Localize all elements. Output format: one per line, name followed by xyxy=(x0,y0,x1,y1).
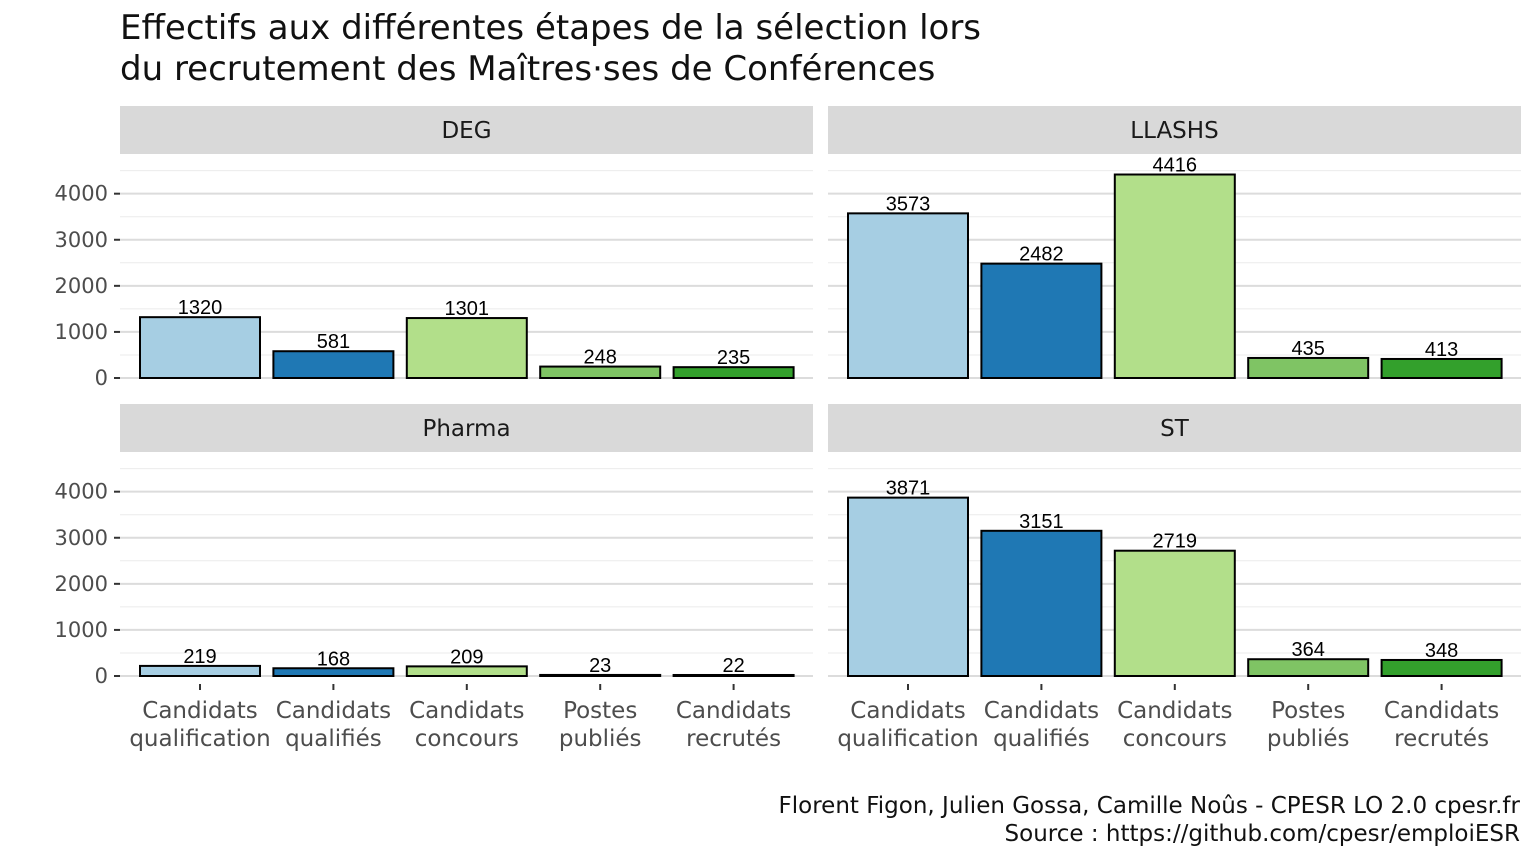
strip-st xyxy=(828,404,1521,452)
bar-pharma-candidats-qualifi-s xyxy=(272,667,395,677)
chart-title-line-2: du recrutement des Maîtres·ses de Confér… xyxy=(120,49,936,89)
data-label-pharma-3: 23 xyxy=(589,655,611,677)
bar-st-candidats-qualifi-s xyxy=(980,529,1103,678)
strip-pharma xyxy=(120,404,813,452)
data-label-pharma-2: 209 xyxy=(450,646,483,668)
bar-deg-candidats-qualifi-s xyxy=(272,350,395,379)
bar-llashs-candidats-qualification xyxy=(847,212,969,379)
strip-deg xyxy=(120,106,813,154)
x-tick-label: qualifiés xyxy=(993,726,1090,752)
bar-llashs-candidats-concours xyxy=(1113,173,1236,379)
bar-llashs-postes-publi-s xyxy=(1247,356,1370,379)
x-tick-label: qualifiés xyxy=(285,726,382,752)
data-label-llashs-3: 435 xyxy=(1292,338,1325,360)
bar-deg-postes-publi-s xyxy=(539,365,662,380)
y-tick-label: 3000 xyxy=(55,228,108,252)
x-tick-label: concours xyxy=(415,726,519,752)
data-label-st-2: 2719 xyxy=(1153,531,1198,553)
y-tick-label: 0 xyxy=(95,664,108,688)
chart-caption: Florent Figon, Julien Gossa, Camille Noû… xyxy=(779,792,1520,848)
y-tick-label: 1000 xyxy=(55,618,108,642)
y-tick-label: 1000 xyxy=(55,320,108,344)
x-tick-label: recrutés xyxy=(1394,726,1489,752)
x-tick-label: Candidats xyxy=(1117,698,1232,724)
data-label-llashs-2: 4416 xyxy=(1153,155,1198,177)
data-label-deg-1: 581 xyxy=(317,331,350,353)
bar-st-candidats-concours xyxy=(1113,549,1236,678)
x-tick-label: Postes xyxy=(563,698,637,724)
bar-deg-candidats-concours xyxy=(405,317,528,380)
bar-st-candidats-recrut-s xyxy=(1380,658,1503,678)
data-label-llashs-0: 3573 xyxy=(886,193,931,215)
chart-title-line-1: Effectifs aux différentes étapes de la s… xyxy=(120,8,982,48)
x-tick-label: Candidats xyxy=(276,698,391,724)
data-label-st-0: 3871 xyxy=(886,478,931,500)
data-label-st-1: 3151 xyxy=(1019,511,1064,533)
x-tick-label: Candidats xyxy=(984,698,1099,724)
bar-pharma-candidats-recrut-s xyxy=(672,673,795,678)
strip-llashs xyxy=(828,106,1521,154)
caption-authors: Florent Figon, Julien Gossa, Camille Noû… xyxy=(778,793,1520,819)
data-label-deg-0: 1320 xyxy=(178,297,223,319)
x-tick-label: recrutés xyxy=(686,726,781,752)
strip-label-deg: DEG xyxy=(441,118,491,144)
data-label-st-3: 364 xyxy=(1292,639,1325,661)
x-tick-label: Postes xyxy=(1271,698,1345,724)
bar-pharma-candidats-concours xyxy=(405,665,528,677)
x-tick-label: publiés xyxy=(559,726,642,752)
y-tick-label: 2000 xyxy=(55,572,108,596)
data-label-deg-3: 248 xyxy=(584,347,617,369)
x-tick-label: Candidats xyxy=(409,698,524,724)
x-tick-label: qualification xyxy=(837,726,978,752)
bar-st-postes-publi-s xyxy=(1247,658,1370,677)
bar-llashs-candidats-qualifi-s xyxy=(980,262,1103,379)
data-label-pharma-4: 22 xyxy=(722,655,744,677)
bar-pharma-candidats-qualification xyxy=(139,664,261,678)
y-tick-label: 4000 xyxy=(55,182,108,206)
data-label-deg-2: 1301 xyxy=(445,298,490,320)
x-tick-label: Candidats xyxy=(1384,698,1499,724)
strip-label-llashs: LLASHS xyxy=(1130,118,1218,144)
x-tick-label: Candidats xyxy=(850,698,965,724)
bar-deg-candidats-recrut-s xyxy=(672,366,795,380)
y-tick-label: 3000 xyxy=(55,526,108,550)
caption-source: Source : https://github.com/cpesr/emploi… xyxy=(1004,821,1520,847)
chart-title: Effectifs aux différentes étapes de la s… xyxy=(120,8,1220,90)
x-tick-label: Candidats xyxy=(676,698,791,724)
bar-pharma-postes-publi-s xyxy=(539,673,662,678)
x-tick-label: concours xyxy=(1123,726,1227,752)
data-label-pharma-1: 168 xyxy=(317,648,350,670)
data-label-deg-4: 235 xyxy=(717,347,750,369)
bar-deg-candidats-qualification xyxy=(139,316,261,380)
y-tick-label: 0 xyxy=(95,366,108,390)
x-tick-label: Candidats xyxy=(142,698,257,724)
data-label-st-4: 348 xyxy=(1425,640,1458,662)
data-label-llashs-1: 2482 xyxy=(1019,244,1064,266)
x-tick-label: qualification xyxy=(129,726,270,752)
y-tick-label: 2000 xyxy=(55,274,108,298)
strip-label-st: ST xyxy=(1160,416,1190,442)
data-label-pharma-0: 219 xyxy=(183,646,216,668)
bar-llashs-candidats-recrut-s xyxy=(1380,357,1503,380)
y-tick-label: 4000 xyxy=(55,480,108,504)
x-tick-label: publiés xyxy=(1267,726,1350,752)
data-label-llashs-4: 413 xyxy=(1425,339,1458,361)
bar-st-candidats-qualification xyxy=(847,496,969,678)
strip-label-pharma: Pharma xyxy=(422,416,510,442)
